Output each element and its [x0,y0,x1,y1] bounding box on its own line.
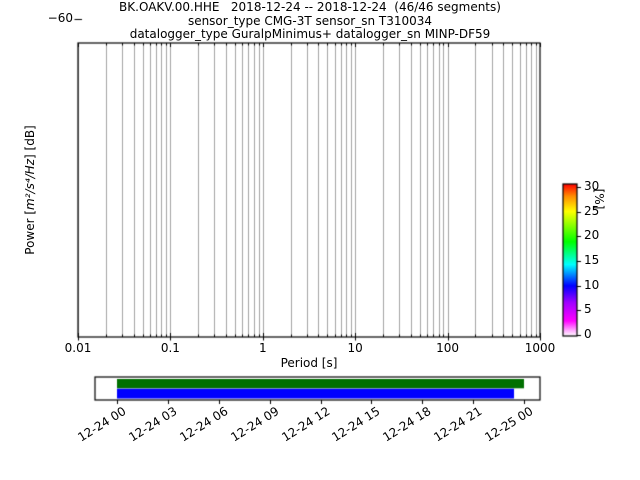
title-block: BK.OAKV.00.HHE 2018-12-24 -- 2018-12-24 … [90,0,530,42]
y-tick-label: −60 [47,10,73,25]
x-tick-label: 10 [347,341,363,355]
y-axis-label-prefix: Power [ [23,209,37,255]
x-tick-label: 100 [436,341,460,355]
colorbar-tick-label: 10 [584,277,600,292]
x-tick-label: 1000 [524,341,556,355]
figure-title: BK.OAKV.00.HHE 2018-12-24 -- 2018-12-24 … [119,0,501,14]
x-tick-label: 0.1 [160,341,180,355]
x-tick-label: 1 [258,341,267,355]
figure-subtitle-datalogger: datalogger_type GuralpMinimus+ datalogge… [129,27,491,41]
x-axis-label: Period [s] [280,356,338,370]
y-axis-label-suffix: ] [dB] [23,125,37,159]
y-axis-label: Power [m²/s⁴/Hz] [dB] [23,125,37,254]
colorbar-tick-label: 0 [584,327,592,341]
colorbar-tick-label: 30 [584,179,600,193]
colorbar-tick-label: 25 [584,203,600,218]
colorbar-tick-label: 15 [584,253,600,267]
figure-subtitle-sensor: sensor_type CMG-3T sensor_sn T310034 [187,13,433,28]
x-tick-label: 0.01 [64,341,92,355]
colorbar-tick-label: 20 [584,228,600,243]
y-axis-label-units: m²/s⁴/Hz [23,158,37,210]
colorbar-tick-label: 5 [584,302,592,317]
